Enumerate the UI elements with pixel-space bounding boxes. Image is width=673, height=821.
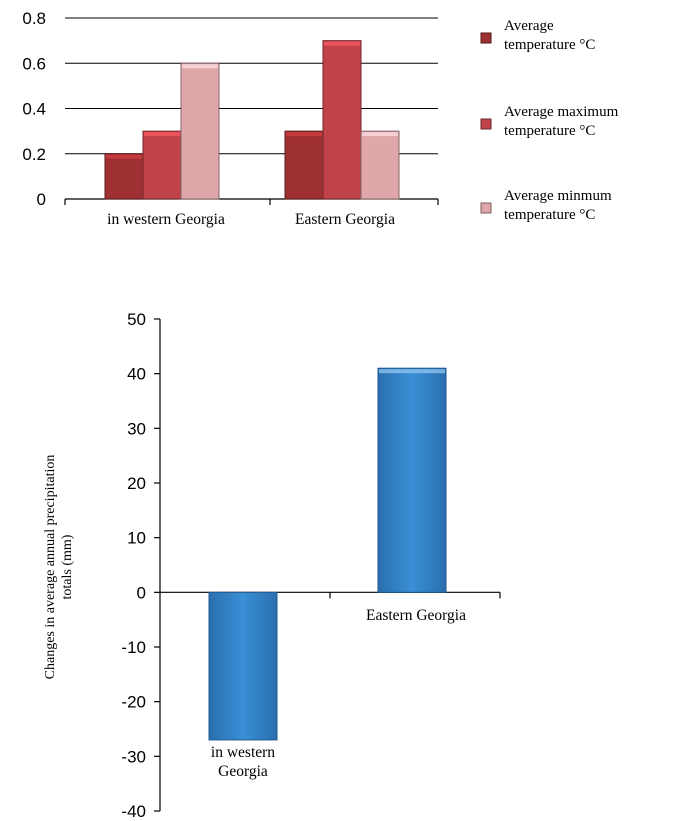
bar-highlight <box>362 132 398 137</box>
x-category-label: in western Georgia <box>107 211 225 228</box>
legend-entry-text: temperature °C <box>504 123 595 139</box>
bar-highlight <box>182 64 218 69</box>
legend-entry-text: Average maximum <box>504 104 619 120</box>
y-tick-label: 0.2 <box>22 145 46 164</box>
y-axis-label: Changes in average annual precipitation <box>43 455 58 680</box>
x-category-label: Eastern Georgia <box>366 607 466 624</box>
y-tick-label: -40 <box>121 802 146 821</box>
bar-highlight <box>106 154 142 159</box>
legend-swatch <box>480 118 492 130</box>
bar <box>104 153 144 200</box>
bar <box>360 130 400 200</box>
legend-entry-text: temperature °C <box>504 37 595 53</box>
legend-swatch <box>480 202 492 214</box>
bar <box>142 130 182 200</box>
bar-highlight <box>286 132 322 137</box>
y-tick-label: 0 <box>137 583 146 602</box>
y-tick-label: 0.6 <box>22 54 46 73</box>
bar-highlight <box>379 369 445 374</box>
legend-entry-text: Average <box>504 18 554 34</box>
temperature-change-chart: 0 0.2 0.4 0.6 0.8 in western Georgia Eastern G… <box>22 9 618 228</box>
y-tick-label: 20 <box>127 474 146 493</box>
y-axis-label: totals (mm) <box>60 534 75 599</box>
bar <box>284 130 324 200</box>
legend-entry-text: temperature °C <box>504 207 595 223</box>
x-category-label: in western <box>211 744 275 761</box>
x-category-label: Georgia <box>218 763 268 780</box>
y-tick-label: -20 <box>121 693 146 712</box>
y-tick-label: 0 <box>37 190 46 209</box>
bar <box>180 62 220 200</box>
y-tick-label: 50 <box>127 310 146 329</box>
bar <box>208 591 278 741</box>
y-tick-label: -10 <box>121 638 146 657</box>
y-tick-label: 40 <box>127 365 146 384</box>
bar-highlight <box>324 41 360 46</box>
precipitation-change-chart: 50 40 30 20 10 0 -10 -20 -30 -40 in western Georgia… <box>43 310 501 821</box>
y-tick-label: -30 <box>121 747 146 766</box>
bar <box>322 40 362 200</box>
legend-entry-text: Average minmum <box>504 188 612 204</box>
bar-highlight <box>144 132 180 137</box>
y-tick-label: 0.8 <box>22 9 46 28</box>
y-tick-label: 10 <box>127 529 146 548</box>
x-category-label: Eastern Georgia <box>295 211 395 228</box>
legend-swatch <box>480 32 492 44</box>
y-tick-label: 0.4 <box>22 100 46 119</box>
bar <box>377 367 447 593</box>
y-tick-label: 30 <box>127 419 146 438</box>
